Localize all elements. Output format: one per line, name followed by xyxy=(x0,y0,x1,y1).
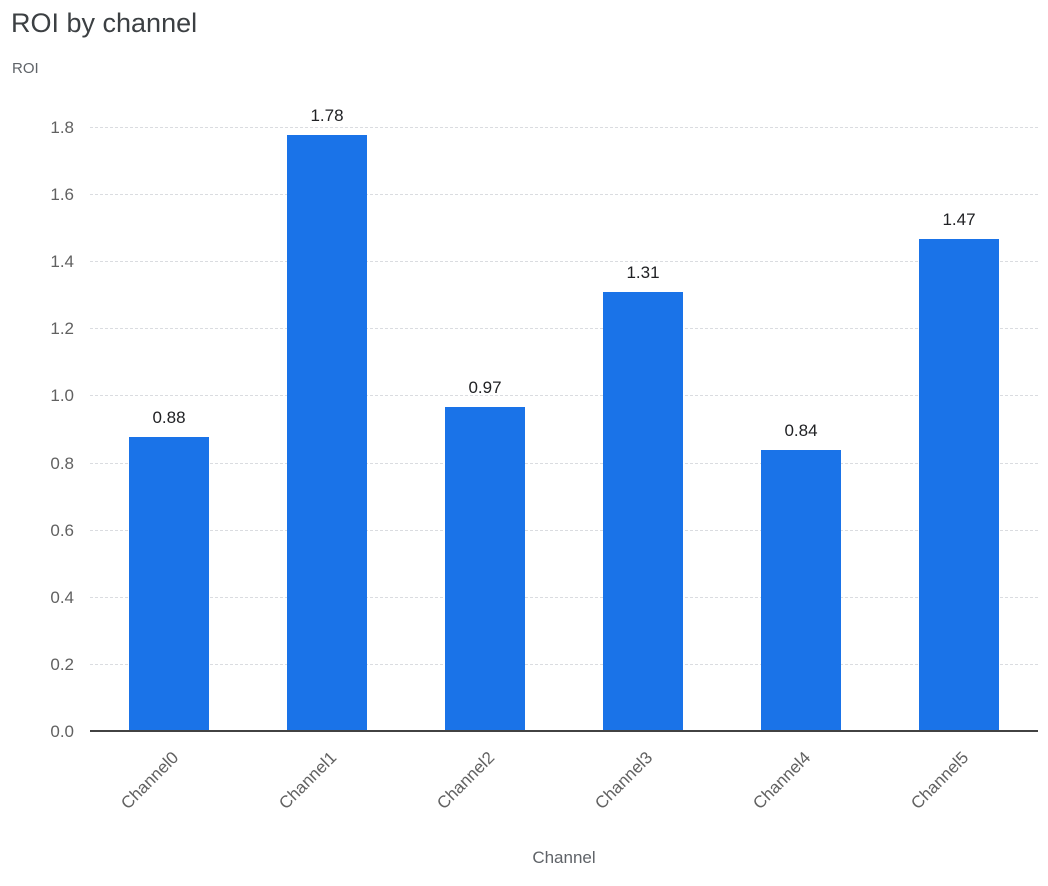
bar-value-label: 0.88 xyxy=(152,407,186,427)
gridline xyxy=(90,194,1038,196)
bar-value-label: 0.84 xyxy=(784,421,818,441)
x-tick-label: Channel1 xyxy=(275,748,341,813)
x-axis-title: Channel xyxy=(532,848,596,867)
y-tick-label: 1.2 xyxy=(50,319,74,339)
chart-title: ROI by channel xyxy=(11,8,198,38)
y-tick-label: 0.2 xyxy=(50,654,74,674)
bar-channel1[interactable] xyxy=(287,134,367,732)
bar-channel4[interactable] xyxy=(761,450,841,732)
y-tick-label: 0.4 xyxy=(50,587,74,607)
y-tick-label: 0.6 xyxy=(50,520,74,540)
y-tick-label: 1.8 xyxy=(50,118,74,137)
plot-area: 0.0 0.2 0.4 0.6 0.8 1.0 1.2 1.4 1.6 1.8 0.88 1.78 0.… xyxy=(50,106,1038,741)
y-tick-label: 1.6 xyxy=(50,185,74,205)
bar-value-label: 1.31 xyxy=(626,263,660,283)
y-axis-title: ROI xyxy=(12,60,39,77)
bar-value-label: 1.47 xyxy=(942,209,976,229)
bar-channel5[interactable] xyxy=(919,238,999,732)
x-tick-label: Channel5 xyxy=(907,748,973,813)
bar-channel3[interactable] xyxy=(603,292,683,732)
x-tick-label: Channel2 xyxy=(433,748,499,813)
x-axis: Channel0 Channel1 Channel2 Channel3 Channel4… xyxy=(90,734,1038,844)
gridline xyxy=(90,261,1038,263)
x-tick-label: Channel0 xyxy=(117,748,183,813)
gridline xyxy=(90,328,1038,330)
gridline xyxy=(90,462,1038,464)
gridline xyxy=(90,127,1038,128)
x-tick-label: Channel3 xyxy=(591,748,657,813)
x-tick-label: Channel4 xyxy=(749,748,815,813)
bar-channel0[interactable] xyxy=(128,436,209,732)
gridline xyxy=(90,529,1038,531)
gridline xyxy=(90,395,1038,397)
y-tick-label: 0.0 xyxy=(50,722,74,741)
gridline xyxy=(90,663,1038,665)
gridline xyxy=(90,596,1038,598)
bar-value-label: 1.78 xyxy=(310,105,344,125)
bar-value-label: 0.97 xyxy=(468,377,502,397)
y-tick-label: 1.4 xyxy=(50,252,74,272)
y-tick-label: 1.0 xyxy=(50,386,74,406)
bar-channel2[interactable] xyxy=(445,406,525,732)
x-axis-baseline xyxy=(90,730,1038,732)
y-tick-label: 0.8 xyxy=(50,453,74,473)
